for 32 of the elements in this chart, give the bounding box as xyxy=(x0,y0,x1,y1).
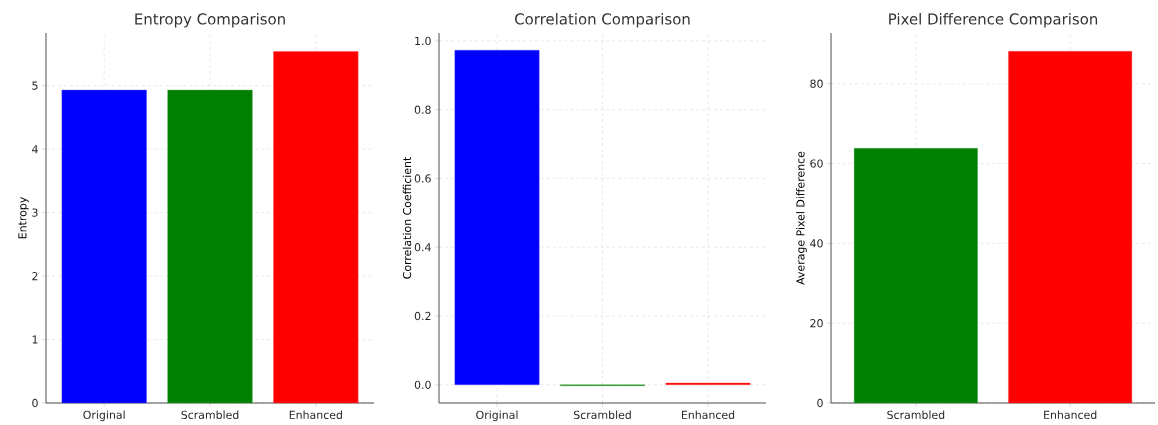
y-tick-label: 0 xyxy=(32,398,38,408)
chart-title: Correlation Comparison xyxy=(515,13,690,28)
bar xyxy=(454,49,540,385)
y-tick-label: 0.2 xyxy=(414,311,431,321)
y-tick-label: 2 xyxy=(32,272,38,281)
x-tick-label: Original xyxy=(83,410,125,422)
y-tick-label: 0 xyxy=(817,398,823,408)
y-tick-label: 20 xyxy=(810,319,823,328)
y-tick-label: 1 xyxy=(32,335,38,344)
y-axis-title: Average Pixel Difference xyxy=(796,151,807,285)
x-tick-label: Enhanced xyxy=(681,410,735,419)
x-tick-label: Scrambled xyxy=(181,410,239,419)
chart-title: Pixel Difference Comparison xyxy=(889,13,1098,28)
x-tick-label: Enhanced xyxy=(1044,410,1097,419)
y-tick-label: 0.8 xyxy=(414,105,431,114)
chart-title: Entropy Comparison xyxy=(135,13,285,28)
y-tick-label: 5 xyxy=(32,81,38,90)
x-tick-label: Enhanced xyxy=(289,410,342,419)
y-axis-title: Correlation Coefficient xyxy=(402,156,412,279)
y-tick-label: 0.4 xyxy=(414,243,431,252)
x-tick-label: Scrambled xyxy=(887,410,945,419)
y-tick-label: 60 xyxy=(810,159,823,168)
y-tick-label: 0.6 xyxy=(414,174,431,183)
y-tick-label: 40 xyxy=(810,239,823,248)
x-tick-label: Scrambled xyxy=(573,410,631,419)
x-tick-label: Original xyxy=(476,410,518,422)
y-tick-label: 3 xyxy=(32,208,38,217)
y-tick-label: 1.0 xyxy=(415,36,431,46)
y-tick-label: 4 xyxy=(32,145,38,154)
y-tick-label: 80 xyxy=(810,79,823,88)
y-axis-title: Entropy xyxy=(18,197,29,239)
y-tick-label: 0.0 xyxy=(414,380,431,389)
